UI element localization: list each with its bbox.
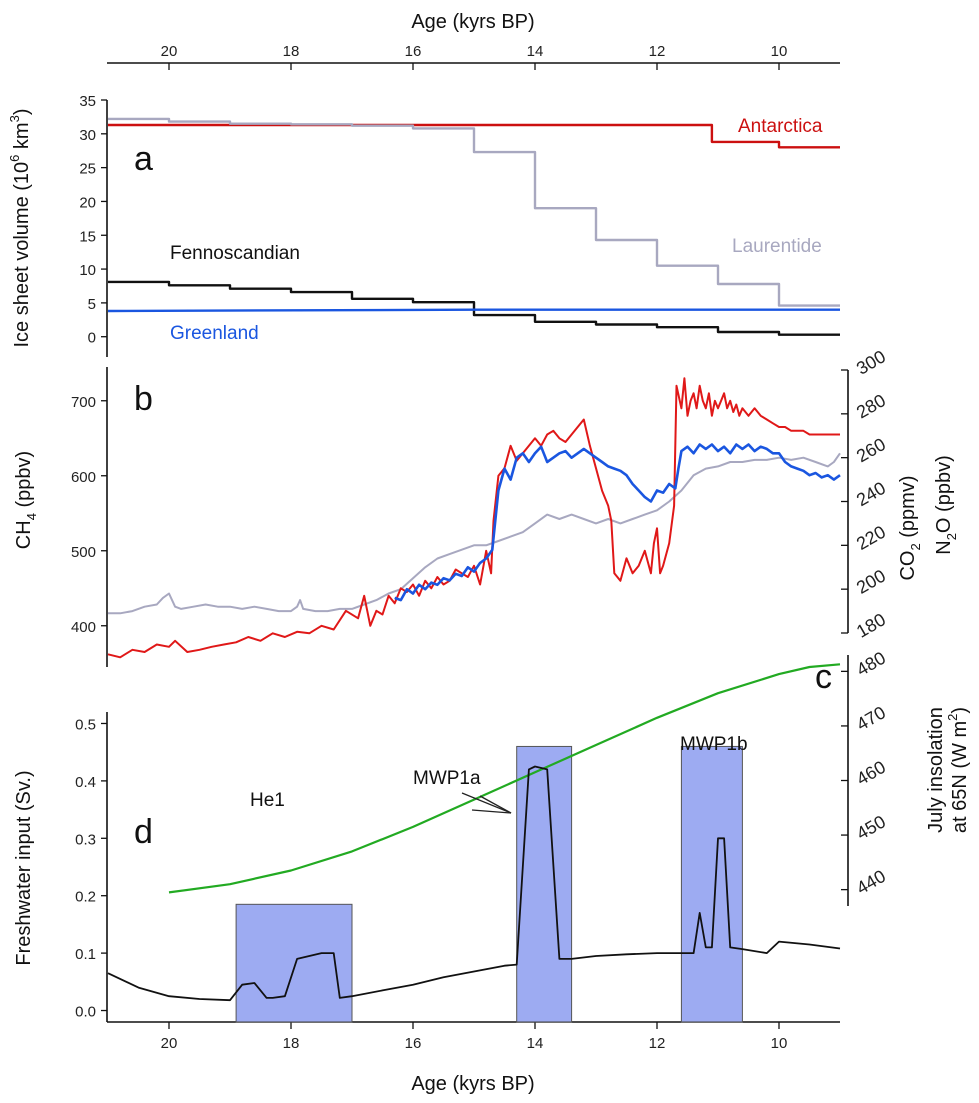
top-x-tick-label: 10 — [771, 43, 788, 60]
series-n2o-line — [394, 443, 841, 602]
panel-b-right-y-tick-label: 200 — [853, 565, 889, 597]
series-antarctica-line — [108, 123, 840, 149]
panel-c-y-tick-label: 470 — [853, 702, 889, 734]
series-laurentide-line — [108, 117, 840, 307]
panel-c-ylabel-line1: July insolation — [925, 707, 947, 833]
panel-d-y-tick-label: 0.4 — [75, 774, 96, 791]
panel-d-y-tick-label: 0.2 — [75, 889, 96, 906]
bottom-x-tick-label: 20 — [161, 1035, 178, 1052]
panel-b-left-y-tick-label: 600 — [71, 469, 96, 486]
series-insolation-line — [168, 663, 841, 894]
panel-a-y-tick-label: 0 — [88, 330, 96, 347]
top-x-tick-label: 14 — [527, 43, 544, 60]
panel-d-y-tick-label: 0.3 — [75, 831, 96, 848]
series-ch4-line — [107, 377, 840, 659]
band-mwp1a — [516, 745, 573, 1023]
panel-d-ylabel: Freshwater input (Sv.) — [13, 770, 35, 965]
panel-b-left-y-tick-label: 500 — [71, 544, 96, 561]
panel-b-left-y-tick-label: 700 — [71, 394, 96, 411]
panel-b-letter: b — [134, 380, 153, 418]
band-mwp1b — [680, 745, 743, 1023]
panel-c-letter: c — [815, 658, 832, 696]
bottom-xlabel: Age (kyrs BP) — [411, 1073, 534, 1095]
mwp1a-arrow — [461, 792, 512, 814]
panel-a-y-tick-label: 20 — [79, 194, 96, 211]
panel-b-n2o-ylabel: N2O (ppbv) — [933, 455, 959, 555]
panel-c-y-tick-label: 450 — [853, 811, 889, 843]
bottom-x-tick-label: 14 — [527, 1035, 544, 1052]
label-laurentide: Laurentide — [732, 236, 822, 257]
panel-c-ylabel-line2: at 65N (W m2) — [945, 707, 971, 833]
panel-a-ylabel: Ice sheet volume (106 km3) — [7, 108, 33, 347]
panel-b-left-y-tick-label: 400 — [71, 619, 96, 636]
top-x-tick-label: 16 — [405, 43, 422, 60]
top-x-tick-label: 12 — [649, 43, 666, 60]
band-he1 — [235, 903, 353, 1023]
panel-b-right-y-tick-label: 240 — [853, 478, 889, 510]
series-greenland-line — [107, 308, 840, 313]
panel-b-right-y-tick-label: 260 — [853, 434, 889, 466]
panel-b-left-ylabel: CH4 (ppbv) — [13, 451, 39, 549]
bottom-x-tick-label: 10 — [771, 1035, 788, 1052]
label-antarctica: Antarctica — [738, 116, 823, 137]
series-freshwater-line — [107, 765, 841, 1002]
panel-a-y-tick-label: 35 — [79, 93, 96, 110]
panel-c-y-tick-label: 440 — [853, 866, 889, 898]
top-xlabel: Age (kyrs BP) — [411, 11, 534, 33]
freshwater-event-bands — [235, 745, 743, 1023]
label-fennoscandian: Fennoscandian — [170, 243, 300, 264]
label-he1: He1 — [250, 790, 285, 811]
panel-b-right-y-tick-label: 300 — [853, 346, 889, 378]
panel-d-y-tick-label: 0.1 — [75, 946, 96, 963]
top-x-tick-label: 18 — [283, 43, 300, 60]
axis-ticks: 20 18 16 14 12 10 20 18 16 14 12 10 35 30 25 20 15 10 5 0 70… — [71, 43, 889, 1052]
panel-a-y-tick-label: 30 — [79, 127, 96, 144]
series-co2-line — [108, 452, 841, 615]
panel-b-right-y-tick-label: 180 — [853, 609, 889, 641]
panel-c-y-tick-label: 460 — [853, 757, 889, 789]
bottom-x-tick-label: 16 — [405, 1035, 422, 1052]
bottom-x-tick-label: 18 — [283, 1035, 300, 1052]
panel-d-letter: d — [134, 813, 153, 851]
panel-b-right-y-tick-label: 280 — [853, 390, 889, 422]
panel-a-y-tick-label: 15 — [79, 228, 96, 245]
label-greenland: Greenland — [170, 323, 259, 344]
panel-c-y-tick-label: 480 — [853, 648, 889, 680]
label-mwp1b: MWP1b — [680, 734, 748, 755]
panel-b-right-y-tick-label: 220 — [853, 522, 889, 554]
panel-d-y-tick-label: 0.5 — [75, 716, 96, 733]
panel-b-co2-ylabel: CO2 (ppmv) — [897, 475, 923, 580]
panel-a-y-tick-label: 10 — [79, 262, 96, 279]
panel-a-letter: a — [134, 140, 153, 178]
panel-d-y-tick-label: 0.0 — [75, 1004, 96, 1021]
bottom-x-tick-label: 12 — [649, 1035, 666, 1052]
label-mwp1a: MWP1a — [413, 768, 481, 789]
panel-a-y-tick-label: 25 — [79, 161, 96, 178]
panel-a-y-tick-label: 5 — [88, 296, 96, 313]
data-series — [107, 117, 841, 1002]
top-x-tick-label: 20 — [161, 43, 178, 60]
